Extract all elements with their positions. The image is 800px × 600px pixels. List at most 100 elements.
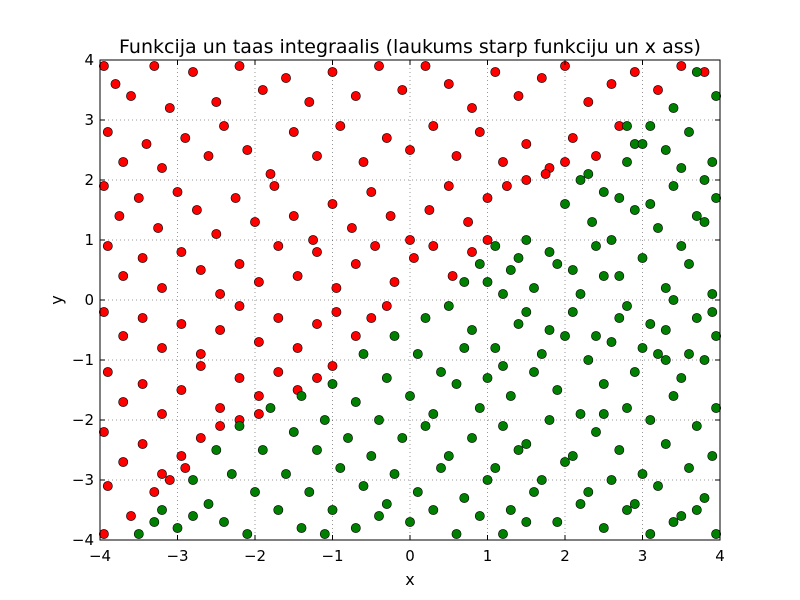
green-point — [312, 445, 322, 455]
red-point — [327, 67, 338, 77]
red-point — [118, 271, 129, 281]
red-point — [149, 61, 160, 71]
green-point — [711, 193, 721, 203]
green-point — [521, 307, 532, 317]
green-point — [327, 505, 338, 515]
red-point — [157, 343, 167, 353]
red-point — [346, 223, 357, 233]
red-point — [591, 151, 601, 161]
green-point — [281, 469, 291, 479]
green-point — [498, 529, 508, 539]
green-point — [583, 487, 594, 497]
green-point — [587, 217, 597, 227]
green-point — [428, 505, 439, 515]
red-point — [118, 397, 129, 407]
green-point — [335, 463, 346, 473]
red-point — [358, 157, 369, 167]
red-point — [350, 331, 361, 341]
green-point — [653, 223, 663, 233]
green-point — [296, 391, 307, 401]
red-point — [176, 319, 187, 329]
green-point — [459, 493, 470, 503]
green-point — [645, 319, 656, 329]
green-point — [513, 445, 524, 455]
green-point — [707, 289, 718, 299]
green-point — [397, 433, 408, 443]
red-point — [288, 211, 299, 221]
green-point — [583, 355, 594, 365]
red-point — [102, 367, 113, 377]
green-point — [699, 217, 710, 227]
red-point — [308, 235, 318, 245]
green-point — [645, 121, 656, 131]
green-point — [343, 433, 353, 443]
green-point — [614, 445, 625, 455]
green-point — [381, 499, 392, 509]
red-point — [253, 391, 264, 401]
y-tick-label: 4 — [84, 51, 94, 69]
red-point — [137, 379, 148, 389]
green-point — [529, 487, 539, 497]
green-point — [149, 517, 160, 527]
red-point — [149, 487, 160, 497]
red-point — [467, 247, 477, 257]
red-point — [560, 157, 570, 167]
red-point — [312, 319, 322, 329]
red-point — [188, 67, 198, 77]
green-point — [598, 271, 609, 281]
red-point — [114, 211, 125, 221]
data-points — [99, 61, 721, 539]
green-point — [536, 475, 547, 485]
red-point — [234, 259, 245, 269]
red-point — [157, 469, 167, 479]
green-point — [474, 511, 485, 521]
red-point — [137, 439, 148, 449]
green-point — [521, 235, 532, 245]
red-point — [141, 139, 152, 149]
red-point — [331, 283, 342, 293]
green-point — [536, 349, 547, 359]
red-point — [292, 271, 303, 281]
green-point — [389, 469, 400, 479]
x-tick-label: −1 — [321, 547, 343, 565]
red-point — [102, 241, 113, 251]
red-point — [195, 361, 206, 371]
green-point — [405, 391, 415, 401]
green-point — [242, 529, 253, 539]
red-point — [583, 97, 594, 107]
green-point — [645, 415, 656, 425]
green-point — [296, 523, 307, 533]
red-point — [211, 229, 222, 239]
red-point — [250, 217, 260, 227]
x-tick-label: −4 — [89, 547, 111, 565]
red-point — [424, 205, 435, 215]
green-point — [591, 427, 601, 437]
green-point — [575, 409, 586, 419]
green-point — [668, 391, 679, 401]
green-point — [420, 313, 431, 323]
red-point — [110, 79, 121, 89]
green-point — [521, 439, 532, 449]
red-point — [381, 301, 392, 311]
red-point — [172, 187, 183, 197]
red-point — [331, 307, 342, 317]
red-point — [474, 127, 485, 137]
green-point — [567, 451, 578, 461]
red-point — [153, 223, 163, 233]
green-point — [676, 511, 687, 521]
red-point — [498, 157, 508, 167]
red-point — [482, 235, 493, 245]
green-point — [544, 325, 555, 335]
green-point — [583, 169, 594, 179]
green-point — [133, 529, 144, 539]
green-point — [474, 403, 485, 413]
green-point — [668, 181, 679, 191]
red-point — [137, 313, 148, 323]
green-point — [459, 277, 470, 287]
red-point — [428, 121, 439, 131]
green-point — [459, 343, 470, 353]
red-point — [288, 127, 299, 137]
red-point — [118, 331, 129, 341]
green-point — [691, 313, 702, 323]
